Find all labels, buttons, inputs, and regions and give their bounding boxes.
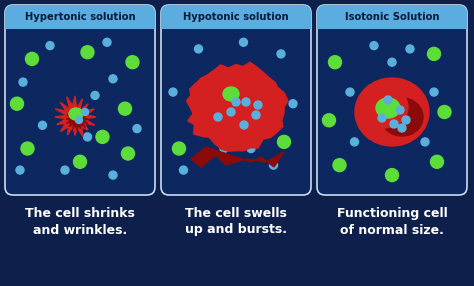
Bar — [5, 21, 155, 29]
Circle shape — [388, 58, 396, 66]
Circle shape — [232, 98, 240, 106]
Circle shape — [254, 101, 262, 109]
Text: Functioning cell
of normal size.: Functioning cell of normal size. — [337, 207, 447, 237]
Circle shape — [430, 155, 444, 168]
Ellipse shape — [360, 86, 408, 128]
Circle shape — [289, 100, 297, 108]
Circle shape — [16, 166, 24, 174]
Circle shape — [277, 135, 291, 148]
Circle shape — [350, 138, 358, 146]
Circle shape — [390, 120, 398, 128]
Circle shape — [126, 56, 139, 69]
Circle shape — [82, 108, 89, 116]
Circle shape — [173, 142, 185, 155]
Bar — [317, 21, 467, 29]
Circle shape — [346, 88, 354, 96]
Circle shape — [118, 102, 131, 115]
Circle shape — [252, 111, 260, 119]
Circle shape — [270, 161, 277, 169]
Circle shape — [19, 78, 27, 86]
Circle shape — [421, 138, 429, 146]
Circle shape — [214, 113, 222, 121]
Circle shape — [61, 166, 69, 174]
Circle shape — [396, 106, 404, 114]
FancyBboxPatch shape — [317, 5, 467, 195]
FancyBboxPatch shape — [161, 5, 311, 195]
Circle shape — [240, 121, 248, 129]
Circle shape — [103, 38, 111, 46]
Text: Hypotonic solution: Hypotonic solution — [183, 12, 289, 22]
Circle shape — [38, 121, 46, 129]
Circle shape — [109, 75, 117, 83]
Circle shape — [194, 45, 202, 53]
Circle shape — [385, 168, 399, 182]
Circle shape — [430, 88, 438, 96]
FancyBboxPatch shape — [5, 5, 155, 29]
Circle shape — [242, 98, 250, 106]
Ellipse shape — [355, 78, 429, 146]
Circle shape — [10, 97, 24, 110]
Circle shape — [96, 130, 109, 143]
Circle shape — [333, 159, 346, 172]
Circle shape — [169, 88, 177, 96]
FancyBboxPatch shape — [161, 5, 311, 29]
Text: The cell swells
up and bursts.: The cell swells up and bursts. — [185, 207, 287, 237]
Circle shape — [406, 45, 414, 53]
Circle shape — [81, 46, 94, 59]
FancyBboxPatch shape — [5, 5, 155, 195]
Circle shape — [239, 38, 247, 46]
Ellipse shape — [223, 87, 239, 101]
Circle shape — [75, 116, 82, 124]
Circle shape — [73, 155, 86, 168]
Circle shape — [438, 106, 451, 118]
Circle shape — [109, 171, 117, 179]
Polygon shape — [191, 147, 284, 167]
Circle shape — [180, 166, 188, 174]
Polygon shape — [55, 96, 96, 136]
Circle shape — [402, 116, 410, 124]
Bar — [161, 21, 311, 29]
Polygon shape — [66, 107, 89, 131]
Polygon shape — [187, 62, 288, 151]
Circle shape — [26, 52, 38, 65]
Circle shape — [398, 124, 406, 132]
Text: Isotonic Solution: Isotonic Solution — [345, 12, 439, 22]
FancyBboxPatch shape — [317, 5, 467, 29]
Circle shape — [121, 147, 135, 160]
Circle shape — [428, 47, 440, 60]
Circle shape — [227, 108, 235, 116]
Circle shape — [247, 144, 255, 152]
Ellipse shape — [381, 98, 423, 136]
Ellipse shape — [201, 120, 271, 140]
Circle shape — [277, 50, 285, 58]
Circle shape — [322, 114, 336, 127]
Circle shape — [328, 56, 341, 69]
Circle shape — [91, 92, 99, 100]
Circle shape — [220, 144, 228, 152]
Circle shape — [378, 114, 386, 122]
Ellipse shape — [69, 108, 83, 120]
Circle shape — [384, 96, 392, 104]
Circle shape — [83, 133, 91, 141]
Circle shape — [370, 41, 378, 49]
Circle shape — [133, 125, 141, 133]
Text: The cell shrinks
and wrinkles.: The cell shrinks and wrinkles. — [25, 207, 135, 237]
Circle shape — [46, 41, 54, 49]
Ellipse shape — [376, 98, 400, 118]
Text: Hypertonic solution: Hypertonic solution — [25, 12, 135, 22]
Circle shape — [21, 142, 34, 155]
